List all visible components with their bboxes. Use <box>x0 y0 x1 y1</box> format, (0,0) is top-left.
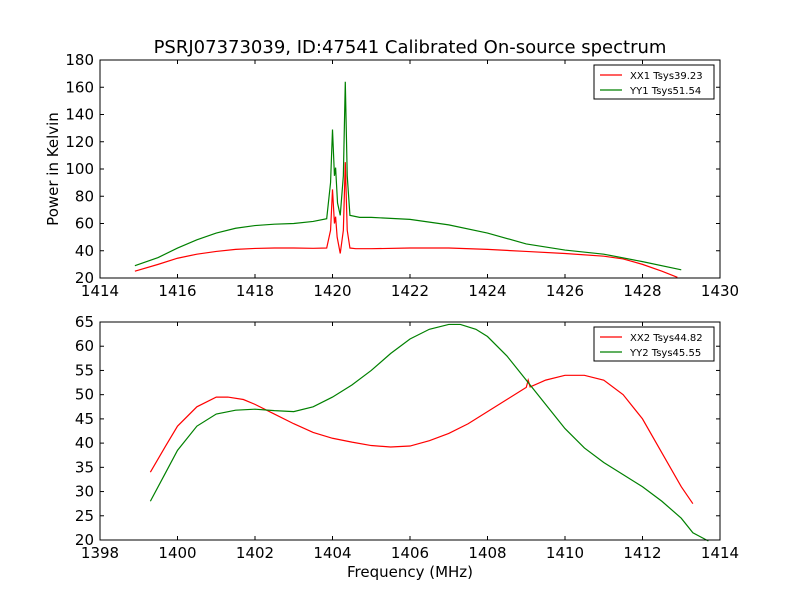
x-tick-label: 1416 <box>158 282 196 300</box>
legend-label: XX2 Tsys44.82 <box>630 333 703 344</box>
y-tick-label: 160 <box>65 78 94 96</box>
series-line-2 <box>134 81 682 271</box>
x-tick-label: 1418 <box>236 282 274 300</box>
y-tick-label: 80 <box>75 187 94 205</box>
x-axis-label: Frequency (MHz) <box>347 563 473 581</box>
y-tick-label: 45 <box>75 410 94 428</box>
legend: XX1 Tsys39.23 YY1 Tsys51.54 <box>593 64 715 100</box>
y-tick-label: 65 <box>75 313 94 331</box>
y-tick-label: 20 <box>75 269 94 287</box>
top-subplot: 1414 1416 1418 1420 1422 1424 1426 1428 1430 20 40… <box>44 51 739 300</box>
series-line-1 <box>149 374 694 505</box>
x-tick-label: 1410 <box>546 544 584 562</box>
y-tick-label: 50 <box>75 386 94 404</box>
x-tick-label: 1402 <box>236 544 274 562</box>
legend-label: YY2 Tsys45.55 <box>629 348 701 359</box>
x-tick-label: 1404 <box>313 544 351 562</box>
x-tick-label: 1424 <box>468 282 506 300</box>
x-tick-label: 1414 <box>701 544 739 562</box>
x-tick-label: 1414 <box>81 282 119 300</box>
y-tick-label: 55 <box>75 361 94 379</box>
y-tick-label: 60 <box>75 337 94 355</box>
y-tick-label: 40 <box>75 242 94 260</box>
y-tick-label: 40 <box>75 434 94 452</box>
x-tick-label: 1428 <box>623 282 661 300</box>
y-tick-label: 180 <box>65 51 94 69</box>
series-line-2 <box>149 323 709 542</box>
bottom-subplot: 1398 1400 1402 1404 1406 1408 1410 1412 1414 20 25… <box>75 313 739 581</box>
y-tick-label: 35 <box>75 458 94 476</box>
y-tick-label: 100 <box>65 160 94 178</box>
x-tick-label: 1420 <box>313 282 351 300</box>
x-tick-label: 1412 <box>623 544 661 562</box>
y-tick-label: 140 <box>65 106 94 124</box>
legend-box <box>593 64 715 100</box>
legend-label: YY1 Tsys51.54 <box>629 86 701 97</box>
chart-title: PSRJ07373039, ID:47541 Calibrated On-sou… <box>154 37 667 58</box>
legend-box <box>593 326 715 362</box>
y-axis-label: Power in Kelvin <box>44 112 62 226</box>
x-tick-label: 1408 <box>468 544 506 562</box>
y-tick-label: 60 <box>75 215 94 233</box>
x-tick-label: 1426 <box>546 282 584 300</box>
y-tick-label: 120 <box>65 133 94 151</box>
x-tick-label: 1400 <box>158 544 196 562</box>
x-tick-label: 1398 <box>81 544 119 562</box>
legend-label: XX1 Tsys39.23 <box>630 71 703 82</box>
series-line-1 <box>134 162 678 278</box>
x-tick-label: 1406 <box>391 544 429 562</box>
legend: XX2 Tsys44.82 YY2 Tsys45.55 <box>593 326 715 362</box>
x-tick-label: 1430 <box>701 282 739 300</box>
y-tick-label: 30 <box>75 483 94 501</box>
y-tick-label: 20 <box>75 531 94 549</box>
x-tick-label: 1422 <box>391 282 429 300</box>
y-tick-label: 25 <box>75 507 94 525</box>
